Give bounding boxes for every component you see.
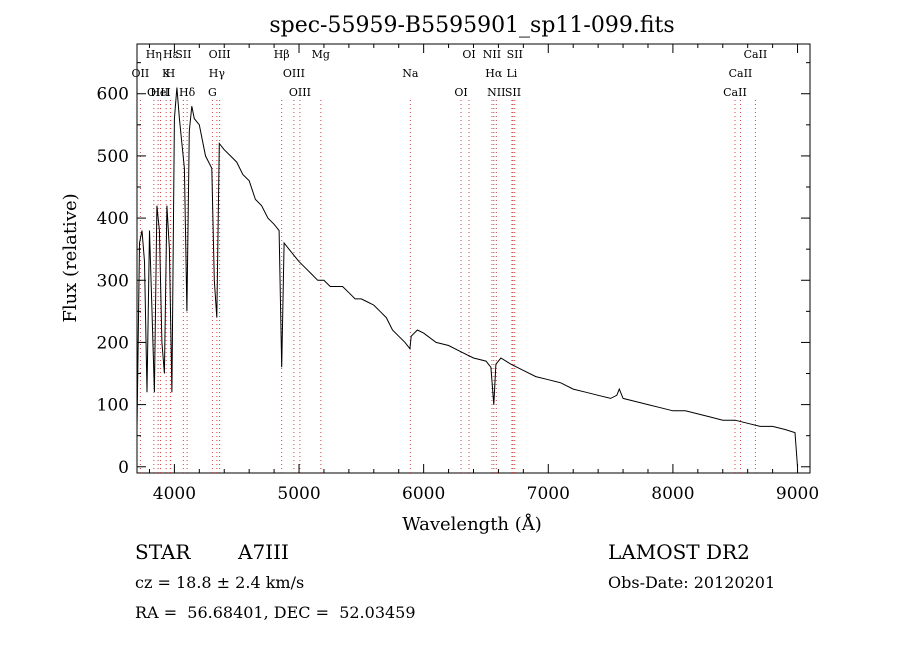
line-label: H <box>166 67 176 80</box>
line-label: CaII <box>729 67 753 80</box>
y-tick-label: 200 <box>97 333 129 353</box>
line-label: Hγ <box>209 67 226 80</box>
line-label: OII <box>132 67 150 80</box>
y-axis-ticks: 0 100 200 300 400 500 600 <box>97 62 810 478</box>
object-class: STAR <box>135 540 191 564</box>
line-label: SII <box>507 48 523 61</box>
y-tick-label: 100 <box>97 396 129 416</box>
y-axis-label: Flux (relative) <box>60 193 81 322</box>
redshift-text: cz = 18.8 ± 2.4 km/s <box>135 573 305 592</box>
x-axis-label: Wavelength (Å) <box>402 513 542 535</box>
line-label: CaII <box>744 48 768 61</box>
line-label: SII <box>175 48 191 61</box>
line-label: Hα <box>485 67 503 80</box>
y-tick-label: 600 <box>97 85 129 105</box>
line-label: Na <box>402 67 419 80</box>
line-label: Hδ <box>179 86 196 99</box>
line-label: OI <box>462 48 475 61</box>
line-label: Hβ <box>274 48 290 61</box>
spectrum-line <box>136 87 798 467</box>
line-label: HeI <box>150 86 170 99</box>
line-label: OIII <box>283 67 305 80</box>
coordinates: RA = 56.68401, DEC = 52.03459 <box>135 603 416 622</box>
line-label: Hη <box>146 48 162 61</box>
x-tick-label: 5000 <box>277 484 320 504</box>
obs-date: Obs-Date: 20120201 <box>608 573 776 592</box>
line-label: Mg <box>312 48 330 61</box>
spectral-line-markers <box>139 100 756 473</box>
survey-name: LAMOST DR2 <box>608 540 750 564</box>
x-tick-label: 8000 <box>651 484 694 504</box>
line-label: CaII <box>723 86 747 99</box>
line-label: OIII <box>147 86 169 99</box>
plot-frame <box>136 43 811 474</box>
line-label: OIII <box>289 86 311 99</box>
y-tick-label: 0 <box>118 458 129 478</box>
x-tick-label: 9000 <box>776 484 819 504</box>
line-label: OI <box>454 86 467 99</box>
line-label: Li <box>506 67 517 80</box>
x-tick-label: 6000 <box>402 484 445 504</box>
x-axis-ticks: 4000 5000 6000 7000 8000 9000 <box>148 44 819 504</box>
chart-title: spec-55959-B5595901_sp11-099.fits <box>269 13 674 38</box>
line-label: NII <box>483 48 501 61</box>
line-label: K <box>162 67 171 80</box>
line-label: NII <box>487 86 505 99</box>
spectral-line-labels: HεKHδOIIIOIIHeISIIHγOIIIHηHGHβOIIIOIIIMg… <box>132 48 768 99</box>
object-subclass: A7III <box>238 540 289 564</box>
line-label: SII <box>505 86 521 99</box>
x-tick-label: 7000 <box>527 484 570 504</box>
line-label: OIII <box>209 48 231 61</box>
y-tick-label: 500 <box>97 147 129 167</box>
x-tick-label: 4000 <box>153 484 196 504</box>
y-tick-label: 400 <box>97 209 129 229</box>
line-label: G <box>208 86 217 99</box>
y-tick-label: 300 <box>97 271 129 291</box>
